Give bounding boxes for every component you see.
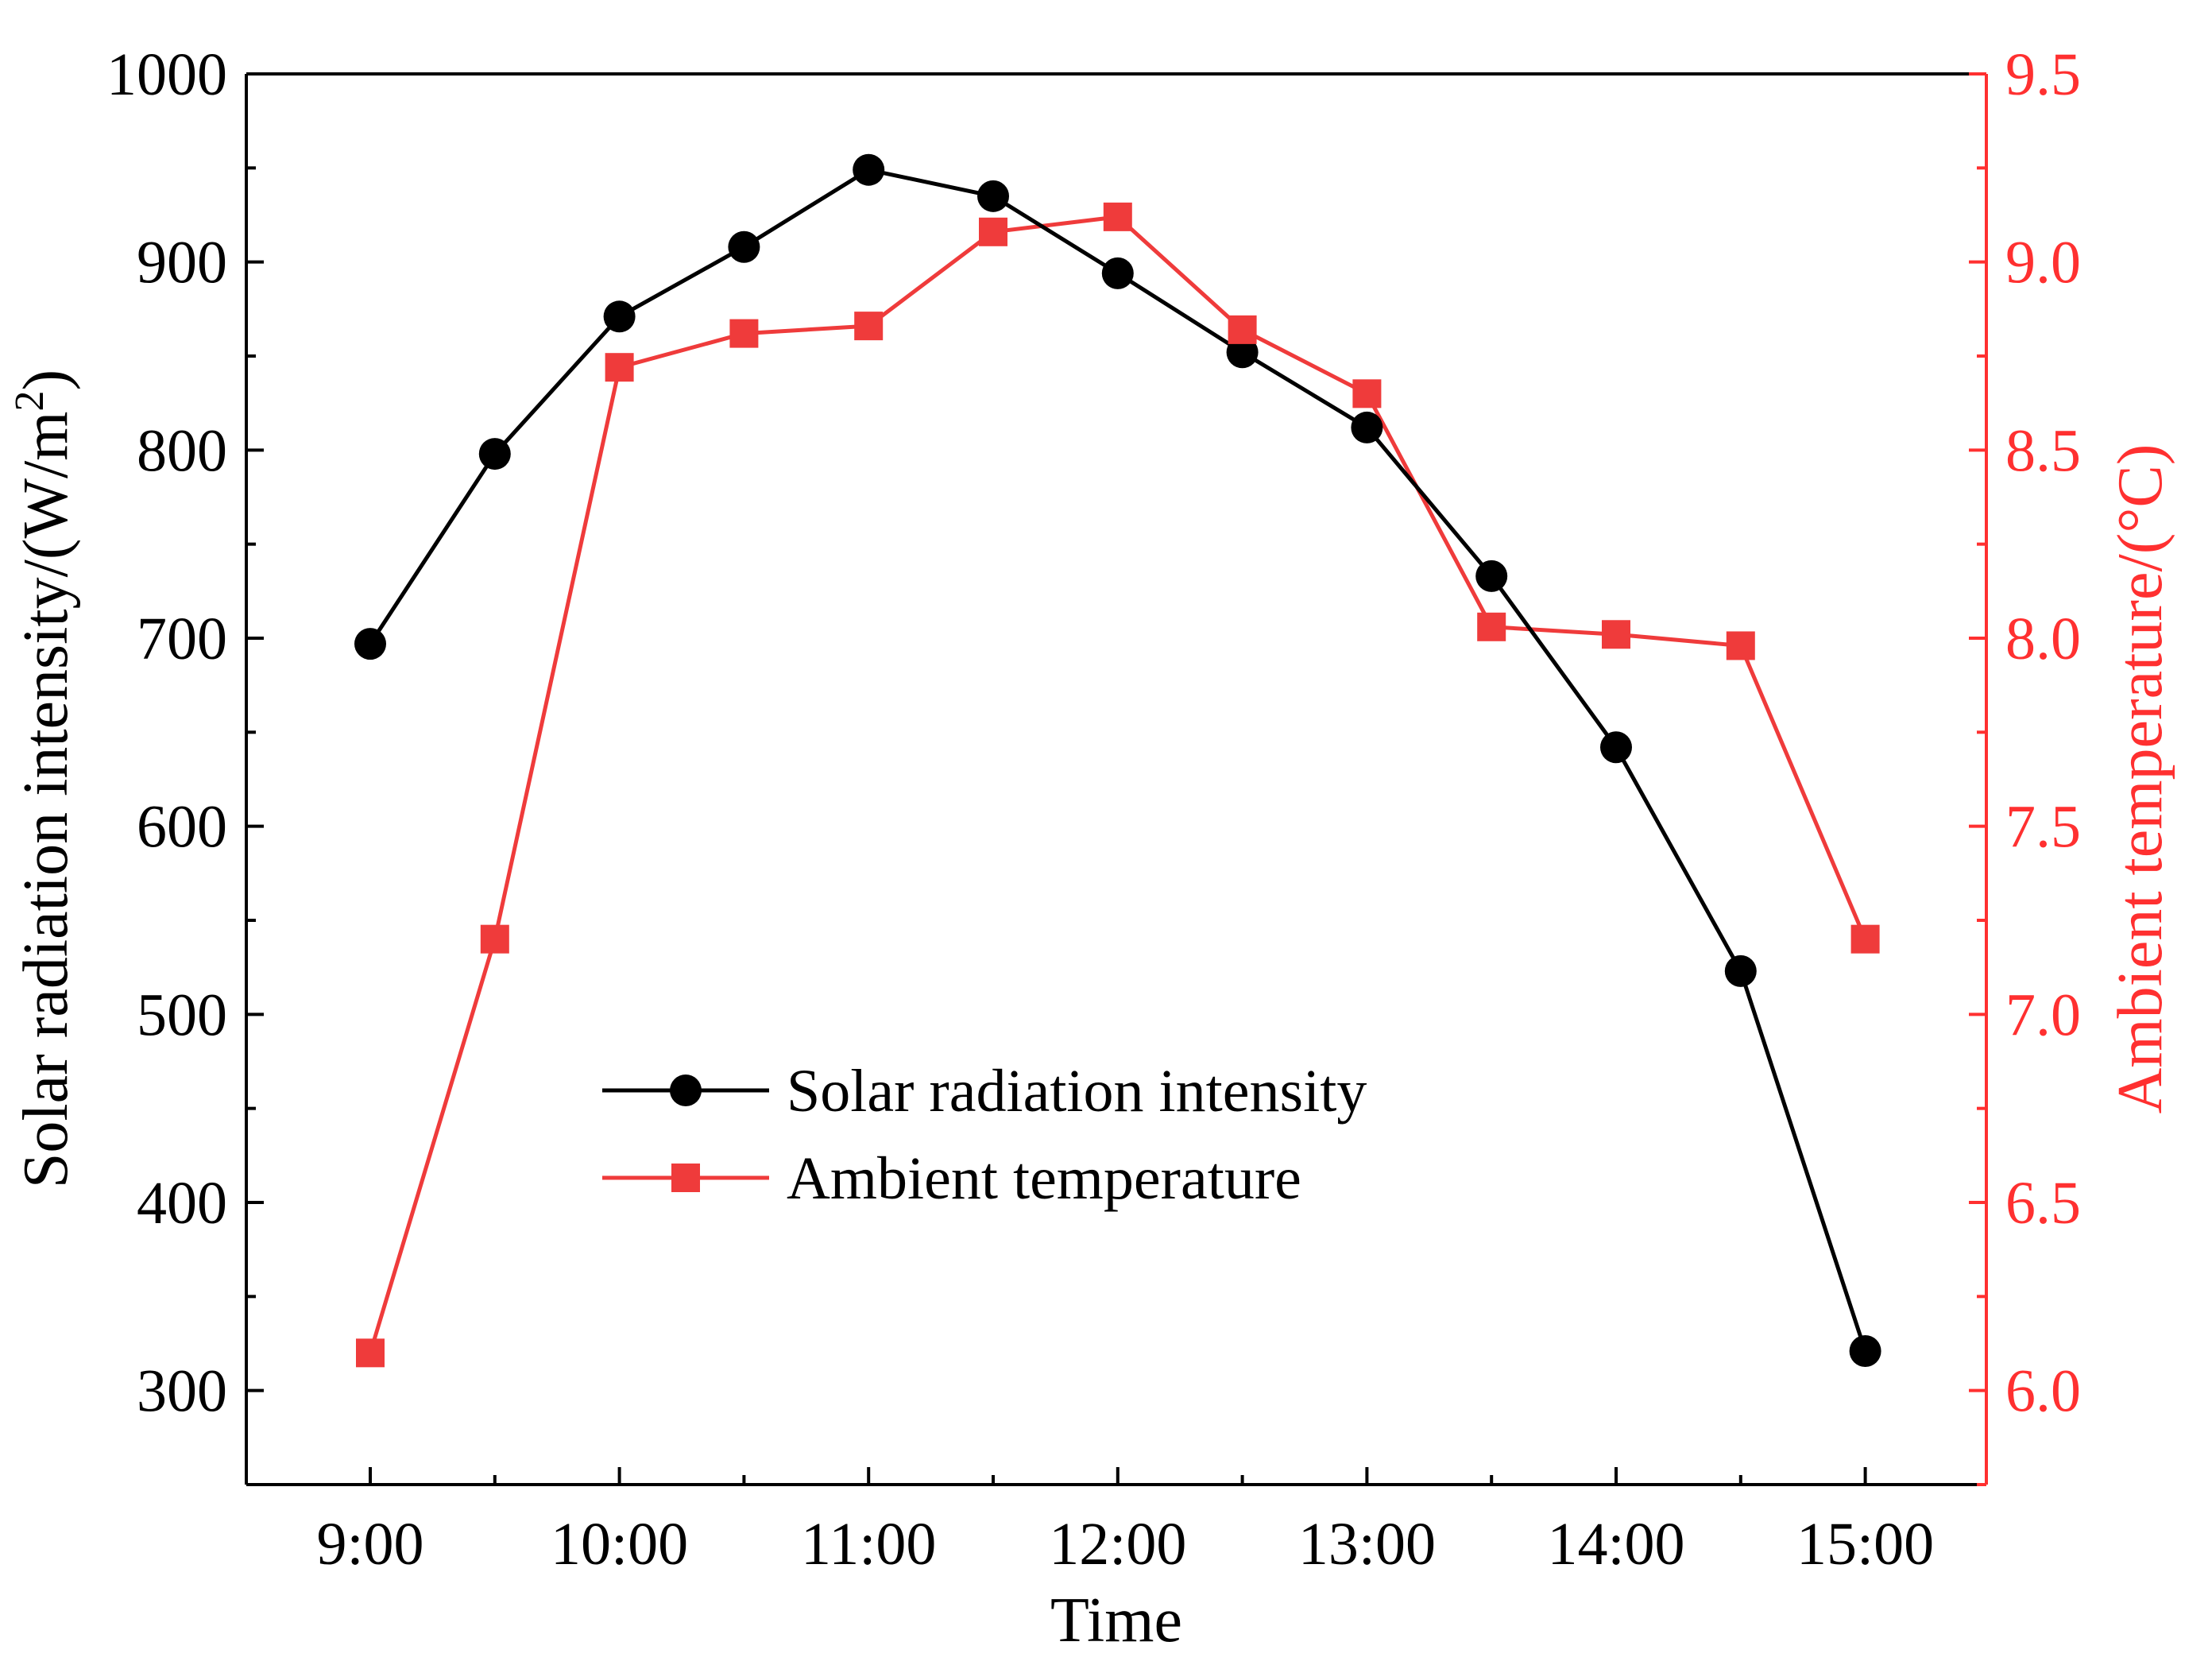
temperature-data-point: [1602, 620, 1630, 649]
right-tick-label: 7.0: [2005, 982, 2081, 1048]
solar-data-point: [853, 153, 885, 186]
solar-data-point: [1475, 560, 1508, 592]
temperature-data-point: [1103, 202, 1132, 231]
left-tick-label: 400: [137, 1170, 227, 1237]
x-tick-label: 9:00: [316, 1511, 423, 1578]
right-tick-label: 8.5: [2005, 417, 2081, 484]
temperature-data-point: [1352, 379, 1382, 409]
left-tick-label: 900: [137, 230, 227, 296]
left-tick-label: 800: [137, 417, 227, 484]
legend-label-solar: Solar radiation intensity: [787, 1058, 1367, 1125]
x-tick-label: 13:00: [1298, 1511, 1436, 1578]
solar-data-point: [603, 300, 636, 333]
x-tick-label: 12:00: [1049, 1511, 1186, 1578]
temperature-data-point: [979, 217, 1007, 246]
right-tick-label: 6.5: [2005, 1170, 2081, 1237]
temperature-data-point: [1228, 315, 1257, 344]
x-tick-label: 11:00: [801, 1511, 936, 1578]
x-axis-title: Time: [1050, 1586, 1182, 1655]
left-tick-label: 300: [137, 1358, 227, 1425]
x-tick-label: 10:00: [551, 1511, 688, 1578]
solar-data-point: [1351, 411, 1383, 443]
solar-data-point: [977, 180, 1009, 212]
x-tick-label: 14:00: [1547, 1511, 1684, 1578]
right-tick-label: 6.0: [2005, 1358, 2081, 1425]
left-axis-title-superscript: 2: [7, 391, 52, 412]
solar-data-point: [1226, 336, 1259, 369]
legend-marker-solar: [670, 1075, 702, 1106]
right-tick-label: 8.0: [2005, 606, 2081, 672]
solar-data-point: [1724, 954, 1757, 987]
legend-marker-temperature: [671, 1164, 700, 1192]
temperature-data-point: [356, 1338, 385, 1368]
left-tick-label: 500: [137, 982, 227, 1048]
right-axis-ticks: 6.0 6.5 7.0 7.5 8.0 8.5 9.0 9.5: [1969, 41, 2081, 1486]
legend-label-temperature: Ambient temperature: [787, 1145, 1301, 1212]
solar-data-point: [728, 230, 760, 263]
legend: Solar radiation intensity Ambient temper…: [602, 1058, 1367, 1212]
left-tick-label: 700: [137, 606, 227, 672]
right-axis-title: Ambient temperature/(°C): [2106, 444, 2175, 1114]
right-tick-label: 7.5: [2005, 794, 2081, 861]
temperature-data-point: [605, 353, 634, 382]
left-axis-title-close: ): [11, 370, 81, 391]
temperature-data-point: [480, 924, 509, 954]
solar-data-point: [1600, 731, 1632, 764]
left-axis-title-main: Solar radiation intensity/(W/m: [11, 412, 81, 1189]
x-tick-label: 15:00: [1796, 1511, 1934, 1578]
solar-data-point: [478, 438, 511, 470]
plot-frame: [245, 72, 1988, 1486]
left-axis-title: Solar radiation intensity/(W/m2): [7, 370, 81, 1188]
temperature-data-point: [1477, 612, 1506, 641]
solar-data-point: [354, 628, 386, 660]
right-tick-label: 9.0: [2005, 230, 2081, 296]
left-tick-label: 1000: [106, 41, 227, 108]
left-axis-ticks: 300 400 500 600 700 800 900 1000: [106, 41, 264, 1486]
left-tick-label: 600: [137, 794, 227, 861]
solar-data-point: [1101, 257, 1134, 289]
solar-data-point: [1849, 1334, 1881, 1367]
x-axis-ticks: 9:00 10:00 11:00 12:00 13:00 14:00 15:00: [316, 1467, 1934, 1578]
temperature-data-point: [1726, 631, 1755, 660]
right-tick-label: 9.5: [2005, 41, 2081, 108]
temperature-data-point: [1850, 924, 1880, 954]
temperature-data-point: [854, 312, 884, 341]
temperature-data-point: [729, 319, 759, 348]
series-layer: [354, 153, 1881, 1368]
